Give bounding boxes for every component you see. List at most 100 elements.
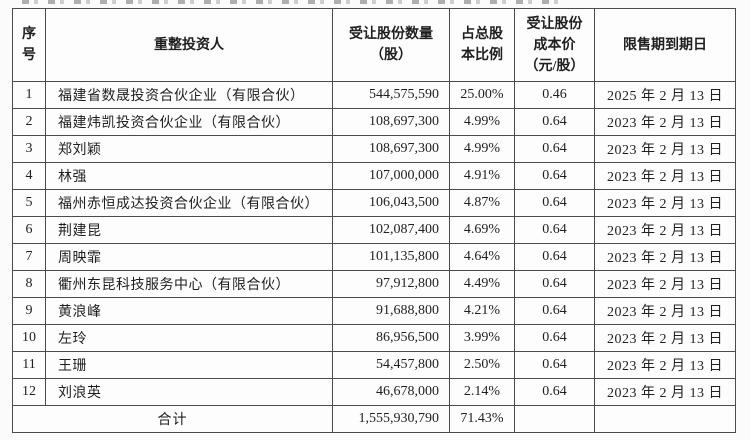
cell-cost: 0.64 [514,351,595,379]
cell-expiry: 2023 年 2 月 13 日 [594,243,736,271]
table-row: 10 左玲 86,956,500 3.99% 0.64 2023 年 2 月 13 日 [12,324,736,352]
cell-index: 1 [12,81,46,109]
cell-cost: 0.64 [514,243,595,271]
cell-expiry: 2023 年 2 月 13 日 [594,324,736,352]
cell-cost: 0.64 [514,189,595,217]
cell-index: 4 [12,162,46,190]
header-expiry: 限售期到期日 [594,8,736,82]
cell-cost: 0.64 [514,378,595,406]
cell-cost: 0.64 [514,297,595,325]
table-footer: 合计 1,555,930,790 71.43% [12,405,736,433]
cell-ratio: 2.50% [449,351,515,379]
table-body: 1 福建省数晟投资合伙企业（有限合伙） 544,575,590 25.00% 0.46 2… [12,81,736,406]
cell-ratio: 2.14% [449,378,515,406]
table-row: 3 郑刘颖 108,697,300 4.99% 0.64 2023 年 2 月 13 日 [12,135,736,163]
cell-investor: 福州赤恒成达投资合伙企业（有限合伙） [45,189,333,217]
cell-index: 12 [12,378,46,406]
cell-index: 7 [12,243,46,271]
total-shares: 1,555,930,790 [332,405,450,433]
cell-shares: 107,000,000 [332,162,450,190]
total-ratio: 71.43% [449,405,515,433]
investors-table: 序 号 重整投资人 受让股份数量 （股） 占总股 本比例 受让股份 成本价 （元… [12,8,736,433]
table-row: 4 林强 107,000,000 4.91% 0.64 2023 年 2 月 13 日 [12,162,736,190]
table-row: 2 福建炜凯投资合伙企业（有限合伙） 108,697,300 4.99% 0.64 202… [12,108,736,136]
cell-investor: 林强 [45,162,333,190]
cell-investor: 周映霏 [45,243,333,271]
cell-shares: 91,688,800 [332,297,450,325]
cell-ratio: 4.99% [449,135,515,163]
cell-investor: 王珊 [45,351,333,379]
cell-shares: 54,457,800 [332,351,450,379]
cell-index: 3 [12,135,46,163]
cell-ratio: 4.99% [449,108,515,136]
cell-cost: 0.64 [514,162,595,190]
cell-investor: 刘浪英 [45,378,333,406]
table-row: 9 黄浪峰 91,688,800 4.21% 0.64 2023 年 2 月 13 日 [12,297,736,325]
cell-shares: 101,135,800 [332,243,450,271]
cell-investor: 左玲 [45,324,333,352]
table-row: 7 周映霏 101,135,800 4.64% 0.64 2023 年 2 月 13 日 [12,243,736,271]
header-investor: 重整投资人 [45,8,333,82]
clipped-text-remnant [22,0,567,4]
cell-expiry: 2023 年 2 月 13 日 [594,162,736,190]
cell-expiry: 2025 年 2 月 13 日 [594,81,736,109]
total-cost [514,405,595,433]
cell-shares: 46,678,000 [332,378,450,406]
table-row: 12 刘浪英 46,678,000 2.14% 0.64 2023 年 2 月 13 日 [12,378,736,406]
cell-shares: 108,697,300 [332,108,450,136]
cell-cost: 0.64 [514,108,595,136]
cell-expiry: 2023 年 2 月 13 日 [594,135,736,163]
cell-index: 6 [12,216,46,244]
cell-expiry: 2023 年 2 月 13 日 [594,189,736,217]
cell-ratio: 4.21% [449,297,515,325]
cell-investor: 黄浪峰 [45,297,333,325]
total-row: 合计 1,555,930,790 71.43% [12,405,736,433]
total-expiry [594,405,736,433]
cell-index: 5 [12,189,46,217]
cell-ratio: 25.00% [449,81,515,109]
cell-index: 8 [12,270,46,298]
cell-cost: 0.64 [514,324,595,352]
cell-index: 2 [12,108,46,136]
cell-expiry: 2023 年 2 月 13 日 [594,378,736,406]
table-row: 5 福州赤恒成达投资合伙企业（有限合伙） 106,043,500 4.87% 0.64 2… [12,189,736,217]
header-cost: 受让股份 成本价 （元/股） [514,8,595,82]
cell-investor: 荆建昆 [45,216,333,244]
header-shares: 受让股份数量 （股） [332,8,450,82]
cell-shares: 106,043,500 [332,189,450,217]
cell-index: 10 [12,324,46,352]
cell-shares: 108,697,300 [332,135,450,163]
cell-expiry: 2023 年 2 月 13 日 [594,351,736,379]
cell-investor: 福建炜凯投资合伙企业（有限合伙） [45,108,333,136]
cell-ratio: 4.91% [449,162,515,190]
total-label: 合计 [12,405,333,433]
cell-ratio: 4.49% [449,270,515,298]
cell-ratio: 4.64% [449,243,515,271]
cell-shares: 97,912,800 [332,270,450,298]
cell-investor: 福建省数晟投资合伙企业（有限合伙） [45,81,333,109]
cell-shares: 544,575,590 [332,81,450,109]
cell-cost: 0.46 [514,81,595,109]
cell-ratio: 3.99% [449,324,515,352]
cell-cost: 0.64 [514,216,595,244]
header-index: 序 号 [12,8,46,82]
cell-shares: 86,956,500 [332,324,450,352]
cell-expiry: 2023 年 2 月 13 日 [594,270,736,298]
cell-index: 9 [12,297,46,325]
cell-cost: 0.64 [514,270,595,298]
table-header: 序 号 重整投资人 受让股份数量 （股） 占总股 本比例 受让股份 成本价 （元… [12,8,736,82]
table-row: 6 荆建昆 102,087,400 4.69% 0.64 2023 年 2 月 13 日 [12,216,736,244]
table-row: 8 衢州东昆科技服务中心（有限合伙） 97,912,800 4.49% 0.64 2023… [12,270,736,298]
cell-investor: 郑刘颖 [45,135,333,163]
table-row: 1 福建省数晟投资合伙企业（有限合伙） 544,575,590 25.00% 0.46 2… [12,81,736,109]
cell-investor: 衢州东昆科技服务中心（有限合伙） [45,270,333,298]
cell-expiry: 2023 年 2 月 13 日 [594,216,736,244]
cell-ratio: 4.87% [449,189,515,217]
header-ratio: 占总股 本比例 [449,8,515,82]
cell-shares: 102,087,400 [332,216,450,244]
table-row: 11 王珊 54,457,800 2.50% 0.64 2023 年 2 月 13 日 [12,351,736,379]
cell-cost: 0.64 [514,135,595,163]
cell-ratio: 4.69% [449,216,515,244]
cell-index: 11 [12,351,46,379]
header-row: 序 号 重整投资人 受让股份数量 （股） 占总股 本比例 受让股份 成本价 （元… [12,8,736,82]
